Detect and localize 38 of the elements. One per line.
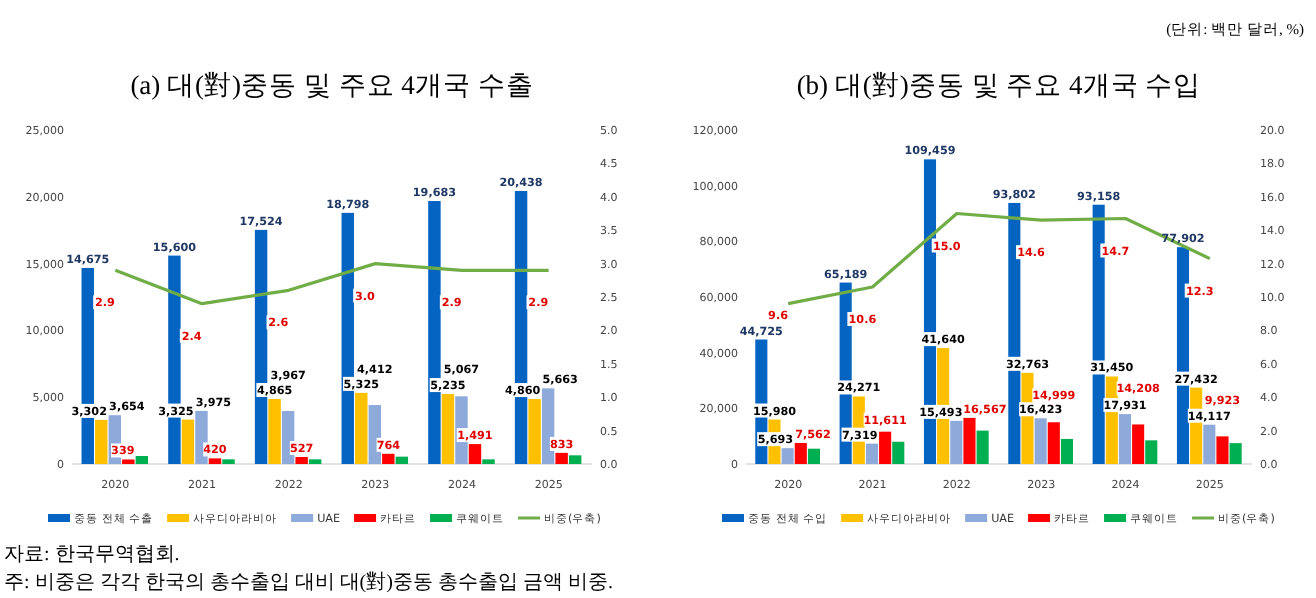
bar (1118, 414, 1132, 464)
bar (1145, 440, 1158, 464)
bar (568, 455, 582, 464)
bar (441, 394, 455, 464)
bar (1216, 436, 1229, 464)
bar (555, 452, 568, 464)
bar (528, 399, 541, 464)
bar (865, 443, 879, 464)
bar (382, 453, 395, 464)
bar (1034, 418, 1047, 464)
line-series (113, 262, 551, 306)
bar (1060, 438, 1073, 464)
chart-title: (b) 대(對)중동 및 주요 4개국 수입 (796, 70, 1202, 100)
bar (95, 419, 108, 464)
bar (295, 456, 308, 464)
bar (976, 430, 989, 464)
bar (1229, 443, 1242, 464)
bar (268, 399, 281, 464)
bar (879, 431, 892, 464)
bar (950, 420, 963, 464)
bar (1203, 424, 1216, 464)
bar (807, 448, 820, 464)
line-series (786, 211, 1212, 306)
bar (208, 458, 222, 464)
bar (135, 455, 149, 464)
bar (781, 448, 794, 464)
text: 주: 비중은 각각 한국의 총수출입 대비 대(對)중동 총수출입 금액 비중. (4, 570, 613, 594)
bar (355, 392, 368, 464)
chart-title: (a) 대(對)중동 및 주요 4개국 수출 (130, 70, 534, 100)
bar (892, 441, 905, 464)
bar (1132, 424, 1145, 464)
bar (468, 444, 482, 464)
bar (963, 417, 976, 464)
bar (395, 456, 409, 464)
text: 자료: 한국무역협회. (4, 544, 180, 566)
bar (1047, 422, 1060, 464)
bar (794, 442, 807, 464)
bar (181, 419, 195, 464)
